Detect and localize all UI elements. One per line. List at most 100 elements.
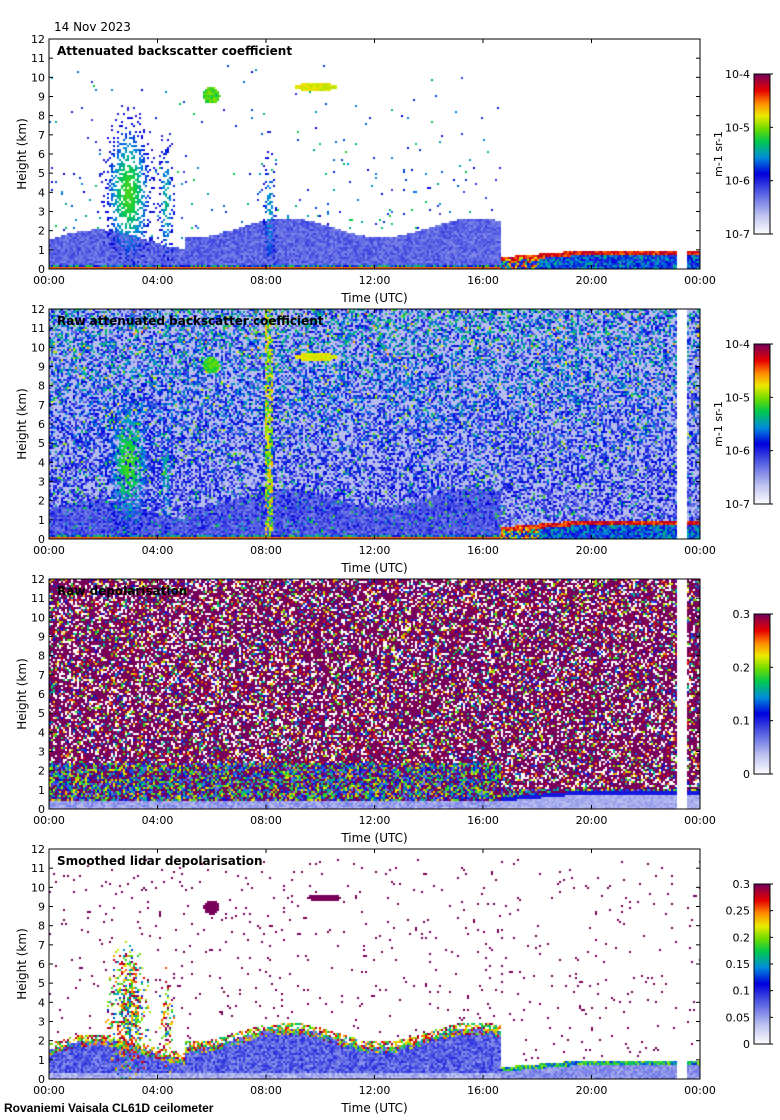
panel-3-heatmap: [49, 579, 700, 809]
panel-2-heatmap: [49, 309, 700, 539]
panel-1-ytick-label-8: 8: [38, 110, 45, 123]
colorbar-2-frame: [753, 343, 771, 505]
panel-3-ytick-label-3: 3: [38, 746, 45, 759]
panel-1-ytick-label-11: 11: [31, 52, 45, 65]
panel-3-ytick-label-5: 5: [38, 707, 45, 720]
panel-2-ytick-label-7: 7: [38, 399, 45, 412]
panel-1-ytick-label-4: 4: [38, 186, 45, 199]
colorbar-2-tick-label-3: 10-4: [725, 338, 750, 351]
panel-3-xtick-label-3: 12:00: [359, 814, 391, 827]
panel-3-xtick-label-4: 16:00: [467, 814, 499, 827]
panel-4-ytick-label-7: 7: [38, 939, 45, 952]
colorbar-4-tick-label-0: 0: [743, 1038, 750, 1051]
colorbar-3-tick-label-1: 0.1: [733, 715, 751, 728]
panel-2-xtick-label-6: 00:00: [684, 544, 716, 557]
panel-2-xtick-label-3: 12:00: [359, 544, 391, 557]
colorbar-2-tick-label-0: 10-7: [725, 498, 750, 511]
colorbar-1-tick-label-1: 10-6: [725, 175, 750, 188]
panel-2-xtick-label-0: 00:00: [33, 544, 65, 557]
colorbar-4-tick-label-2: 0.1: [733, 985, 751, 998]
panel-2-xlabel: Time (UTC): [340, 561, 407, 575]
panel-4-title: Smoothed lidar depolarisation: [57, 854, 263, 868]
panel-2-ytick-label-8: 8: [38, 380, 45, 393]
panel-4-ytick-label-9: 9: [38, 901, 45, 914]
panel-1-ytick-label-5: 5: [38, 167, 45, 180]
colorbar-3-frame: [753, 613, 771, 775]
panel-1-heatmap: [49, 39, 700, 269]
panel-3-ytick-label-12: 12: [31, 573, 45, 586]
panel-2-xtick-label-2: 08:00: [250, 544, 282, 557]
panel-4-ytick-label-0: 0: [38, 1073, 45, 1086]
colorbar-4-gradient: [754, 884, 770, 1044]
panel-4-ytick-label-8: 8: [38, 920, 45, 933]
colorbar-3-tick-label-3: 0.3: [733, 608, 751, 621]
date-label: 14 Nov 2023: [54, 20, 131, 34]
colorbar-1-tick-label-3: 10-4: [725, 68, 750, 81]
panel-2-xtick-label-1: 04:00: [142, 544, 174, 557]
panel-2-xtick-label-4: 16:00: [467, 544, 499, 557]
panel-2-ytick-label-2: 2: [38, 495, 45, 508]
panel-3-xtick-label-6: 00:00: [684, 814, 716, 827]
panel-2-ytick-label-9: 9: [38, 361, 45, 374]
panel-4-heatmap: [49, 849, 700, 1079]
colorbar-4-tick-label-5: 0.25: [726, 905, 751, 918]
panel-1-xtick-label-4: 16:00: [467, 274, 499, 287]
colorbar-1-unit: m-1 sr-1: [712, 131, 725, 177]
panel-3-title: Raw depolarisation: [57, 584, 187, 598]
colorbar-3-gradient: [754, 614, 770, 774]
panel-1-ytick-label-7: 7: [38, 129, 45, 142]
panel-3-xtick-label-1: 04:00: [142, 814, 174, 827]
panel-3-ytick-label-0: 0: [38, 803, 45, 816]
colorbar-1-gradient: [754, 74, 770, 234]
panel-4-xtick-label-6: 00:00: [684, 1084, 716, 1097]
panel-4-ylabel: Height (km): [15, 928, 29, 999]
colorbar-1-tick-label-0: 10-7: [725, 228, 750, 241]
panel-4-ytick-label-4: 4: [38, 996, 45, 1009]
colorbar-3-tick-label-0: 0: [743, 768, 750, 781]
panel-1-ylabel: Height (km): [15, 118, 29, 189]
panel-1-ytick-label-2: 2: [38, 225, 45, 238]
panel-2-ytick-label-11: 11: [31, 322, 45, 335]
panel-3-ytick-label-11: 11: [31, 592, 45, 605]
panel-2-ytick-label-4: 4: [38, 456, 45, 469]
panel-2-ytick-label-5: 5: [38, 437, 45, 450]
panel-3-xtick-label-0: 00:00: [33, 814, 65, 827]
colorbar-4-tick-label-6: 0.3: [733, 878, 751, 891]
panel-1-xtick-label-3: 12:00: [359, 274, 391, 287]
panel-3-ytick-label-4: 4: [38, 726, 45, 739]
panel-4-ytick-label-3: 3: [38, 1016, 45, 1029]
colorbar-2-unit: m-1 sr-1: [712, 401, 725, 447]
panel-2-ytick-label-3: 3: [38, 476, 45, 489]
colorbar-2-gradient: [754, 344, 770, 504]
panel-1-ytick-label-9: 9: [38, 91, 45, 104]
panel-3-xtick-label-5: 20:00: [576, 814, 608, 827]
panel-4-xtick-label-5: 20:00: [576, 1084, 608, 1097]
panel-4-xtick-label-4: 16:00: [467, 1084, 499, 1097]
panel-1-ytick-label-12: 12: [31, 33, 45, 46]
colorbar-2-tick-label-2: 10-5: [725, 391, 750, 404]
colorbar-4-tick-label-4: 0.2: [733, 931, 751, 944]
panel-3-ytick-label-6: 6: [38, 688, 45, 701]
panel-2-ytick-label-12: 12: [31, 303, 45, 316]
panel-3-ytick-label-2: 2: [38, 765, 45, 778]
colorbar-1-tick-label-2: 10-5: [725, 121, 750, 134]
panel-1-xlabel: Time (UTC): [340, 291, 407, 305]
panel-3-ytick-label-10: 10: [31, 611, 45, 624]
panel-2-title: Raw attenuated backscatter coefficient: [57, 314, 324, 328]
panel-1-ytick-label-1: 1: [38, 244, 45, 257]
panel-4-xtick-label-2: 08:00: [250, 1084, 282, 1097]
instrument-label: Rovaniemi Vaisala CL61D ceilometer: [4, 1101, 214, 1115]
colorbar-2-tick-label-1: 10-6: [725, 445, 750, 458]
panel-1-xtick-label-2: 08:00: [250, 274, 282, 287]
panel-3-ytick-label-8: 8: [38, 650, 45, 663]
panel-1-xtick-label-0: 00:00: [33, 274, 65, 287]
colorbar-1-frame: [753, 73, 771, 235]
panel-4-ytick-label-2: 2: [38, 1035, 45, 1048]
panel-3-xlabel: Time (UTC): [340, 831, 407, 845]
panel-1-ytick-label-0: 0: [38, 263, 45, 276]
panel-1-title: Attenuated backscatter coefficient: [57, 44, 292, 58]
panel-1-ytick-label-3: 3: [38, 206, 45, 219]
panel-1-ytick-label-10: 10: [31, 71, 45, 84]
panel-2-ytick-label-0: 0: [38, 533, 45, 546]
